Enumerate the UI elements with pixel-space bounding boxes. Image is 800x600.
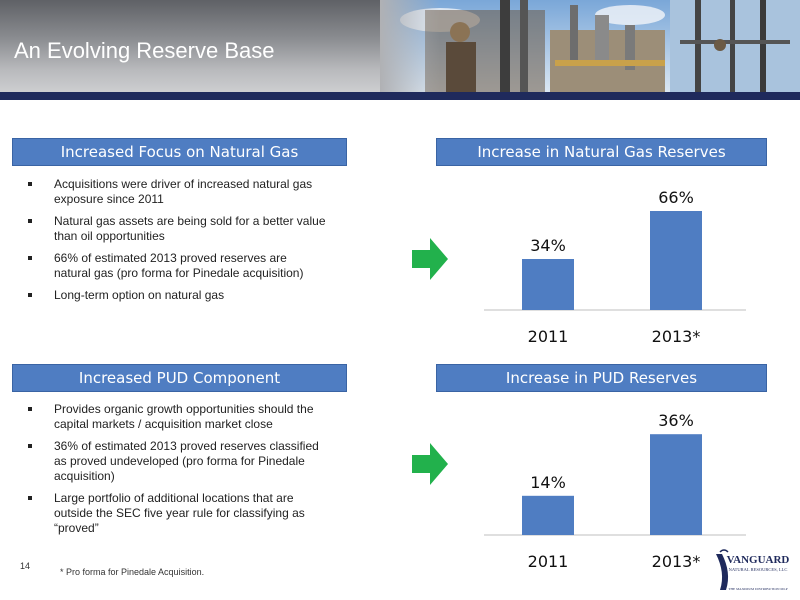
- right-arrow-icon: [412, 238, 448, 280]
- x-tick-label: 2011: [528, 552, 569, 571]
- vanguard-logo: VANGUARD NATURAL RESOURCES, LLC THE MAXI…: [716, 549, 790, 591]
- bullet-text: Large portfolio of additional locations …: [54, 491, 305, 535]
- bullet-square-icon: [28, 219, 32, 223]
- data-label: 36%: [658, 411, 694, 430]
- bullet-square-icon: [28, 407, 32, 411]
- bullet-text: Natural gas assets are being sold for a …: [54, 214, 326, 243]
- x-tick-label: 2013*: [652, 552, 701, 571]
- gas-focus-bullet-list: Acquisitions were driver of increased na…: [26, 177, 326, 310]
- bullet-text: 66% of estimated 2013 proved reserves ar…: [54, 251, 304, 280]
- gas-focus-heading: Increased Focus on Natural Gas: [12, 138, 347, 166]
- bullet-text: 36% of estimated 2013 proved reserves cl…: [54, 439, 319, 483]
- logo-text: VANGUARD: [727, 554, 790, 566]
- data-label: 66%: [658, 188, 694, 207]
- header-photo-strip: [380, 0, 800, 92]
- bar-2011: [522, 495, 574, 535]
- pud-reserves-chart: 14% 2011 36% 2013*: [484, 394, 746, 584]
- pud-reserves-chart-title: Increase in PUD Reserves: [436, 364, 767, 392]
- bullet-square-icon: [28, 182, 32, 186]
- logo-subtext: NATURAL RESOURCES, LLC: [729, 567, 788, 573]
- list-item: 36% of estimated 2013 proved reserves cl…: [26, 439, 326, 484]
- page-number: 14: [20, 561, 31, 571]
- header-banner: An Evolving Reserve Base: [0, 0, 800, 100]
- gas-reserves-bar-chart: 34% 2011 66% 2013*: [484, 188, 746, 346]
- pud-bullet-list: Provides organic growth opportunities sh…: [26, 402, 326, 543]
- bullet-square-icon: [28, 256, 32, 260]
- pud-heading: Increased PUD Component: [12, 364, 347, 392]
- bullet-text: Acquisitions were driver of increased na…: [54, 177, 313, 206]
- footnote: * Pro forma for Pinedale Acquisition.: [60, 567, 205, 577]
- bar-2013: [650, 211, 702, 310]
- right-arrow-icon: [412, 443, 448, 485]
- bar-2011: [522, 259, 574, 310]
- list-item: Provides organic growth opportunities sh…: [26, 402, 326, 432]
- list-item: 66% of estimated 2013 proved reserves ar…: [26, 251, 326, 281]
- gas-reserves-chart-title: Increase in Natural Gas Reserves: [436, 138, 767, 166]
- page-title: An Evolving Reserve Base: [14, 38, 275, 63]
- x-tick-label: 2013*: [652, 327, 701, 346]
- list-item: Natural gas assets are being sold for a …: [26, 214, 326, 244]
- gas-reserves-chart: 34% 2011 66% 2013*: [484, 168, 746, 358]
- bullet-text: Long-term option on natural gas: [54, 288, 225, 302]
- bullet-square-icon: [28, 496, 32, 500]
- data-label: 34%: [530, 236, 566, 255]
- pud-reserves-bar-chart: 14% 2011 36% 2013*: [484, 411, 746, 571]
- bullet-square-icon: [28, 293, 32, 297]
- list-item: Large portfolio of additional locations …: [26, 491, 326, 536]
- x-tick-label: 2011: [528, 327, 569, 346]
- bullet-text: Provides organic growth opportunities sh…: [54, 402, 314, 431]
- list-item: Long-term option on natural gas: [26, 288, 326, 303]
- bullet-square-icon: [28, 444, 32, 448]
- header-divider: [0, 92, 800, 100]
- list-item: Acquisitions were driver of increased na…: [26, 177, 326, 207]
- bar-2013: [650, 434, 702, 535]
- logo-tagline: THE MAXIMUM DISTRIBUTION MLP: [728, 587, 787, 591]
- data-label: 14%: [530, 473, 566, 492]
